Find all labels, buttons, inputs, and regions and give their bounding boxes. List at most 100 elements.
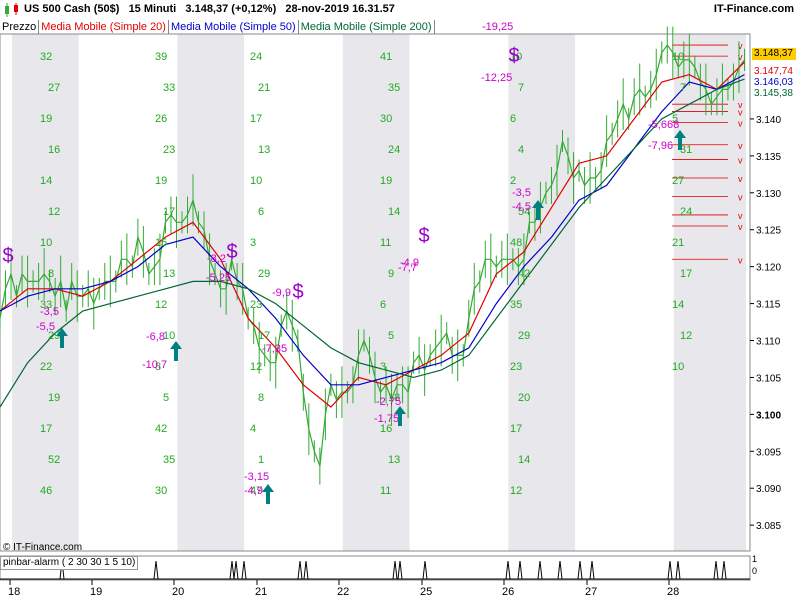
x-tick-label: 21 (255, 586, 267, 598)
green-count-label: 54 (518, 206, 530, 218)
green-count-label: 17 (40, 423, 52, 435)
green-count-label: 17 (258, 330, 270, 342)
pinbar-annotation: -7,35 (262, 343, 287, 355)
legend-ma200[interactable]: Media Mobile (Simple 200) (299, 20, 435, 34)
pinbar-annotation: -4,9 (244, 485, 263, 497)
sell-signal-icon: $ (418, 225, 429, 247)
pinbar-spike (241, 560, 247, 580)
green-count-label: 17 (250, 113, 262, 125)
buy-arrow-icon (532, 200, 544, 220)
green-count-label: 15 (155, 237, 167, 249)
plot-border (0, 33, 751, 552)
legend: Prezzo Media Mobile (Simple 20) Media Mo… (0, 20, 435, 34)
green-count-label: 48 (510, 237, 522, 249)
pinbar-spike (675, 560, 681, 580)
y-tick-label: 3.090 (756, 484, 781, 495)
green-count-label: 4 (250, 423, 256, 435)
green-count-label: 6 (380, 299, 386, 311)
green-count-label: 18 (388, 392, 400, 404)
candlestick-logo-icon (5, 3, 18, 17)
green-count-label: 10 (672, 51, 684, 63)
green-count-label: 35 (510, 299, 522, 311)
series-line-media-mobile-simple-200- (0, 78, 745, 408)
green-count-label: 33 (163, 82, 175, 94)
price-tag-0: 3.148,37 (752, 48, 796, 60)
resistance-marker: v (738, 100, 743, 110)
y-tick-label: 3.130 (756, 189, 781, 200)
green-count-label: 12 (510, 485, 522, 497)
buy-arrow-icon (170, 341, 182, 361)
green-count-label: 7 (680, 82, 686, 94)
legend-price[interactable]: Prezzo (0, 20, 40, 34)
indicator-panel (0, 555, 751, 581)
pinbar-spike (537, 560, 543, 580)
pinbar-spike (233, 560, 239, 580)
green-count-label: 24 (388, 144, 400, 156)
green-count-label: 35 (388, 82, 400, 94)
green-count-label: 10 (40, 237, 52, 249)
legend-ma50[interactable]: Media Mobile (Simple 50) (169, 20, 299, 34)
green-count-label: 12 (250, 361, 262, 373)
green-count-label: 14 (672, 299, 684, 311)
green-count-label: 30 (380, 113, 392, 125)
pinbar-spike (589, 560, 595, 580)
price-tag-1: 3.147,74 (752, 66, 796, 78)
green-count-label: 29 (258, 268, 270, 280)
green-count-label: 23 (250, 299, 262, 311)
green-count-label: 7 (518, 82, 524, 94)
green-count-label: 1 (258, 454, 264, 466)
pinbar-spike (505, 560, 511, 580)
pinbar-annotation: -7,7 (398, 262, 417, 274)
green-count-label: 27 (672, 175, 684, 187)
green-count-label: 5 (388, 330, 394, 342)
resistance-marker: v (738, 141, 743, 151)
session-band-22 (342, 34, 410, 551)
green-count-label: 5 (672, 113, 678, 125)
series-line-media-mobile-simple-50- (0, 74, 745, 386)
green-count-label: 11 (380, 237, 391, 249)
pinbar-annotation: -5,5 (36, 321, 55, 333)
watermark: © IT-Finance.com (3, 542, 83, 553)
green-count-label: 46 (40, 485, 52, 497)
pinbar-spike (153, 560, 159, 580)
green-count-label: 31 (680, 144, 692, 156)
green-count-label: 24 (680, 206, 692, 218)
green-count-label: 14 (518, 454, 530, 466)
pinbar-spike (713, 560, 719, 580)
green-count-label: 3 (250, 237, 256, 249)
pinbar-annotation: -3,15 (244, 471, 269, 483)
pinbar-annotation: -6,8 (146, 331, 165, 343)
legend-ma20[interactable]: Media Mobile (Simple 20) (39, 20, 169, 34)
session-band-28 (673, 34, 746, 551)
green-count-label: 21 (258, 82, 270, 94)
sell-signal-icon: $ (508, 45, 519, 67)
session-band-26 (508, 34, 576, 551)
resistance-marker: v (738, 52, 743, 62)
green-count-label: 29 (48, 330, 60, 342)
green-count-label: 4 (518, 144, 524, 156)
indicator-label[interactable]: pinbar-alarm ( 2 30 30 1 5 10) (0, 556, 139, 570)
resistance-marker: v (738, 174, 743, 184)
datetime: 28-nov-2019 16.31.57 (285, 3, 395, 15)
green-count-label: 17 (680, 268, 692, 280)
green-count-label: 32 (40, 51, 52, 63)
buy-arrow-icon (262, 484, 274, 504)
green-count-label: 8 (155, 361, 161, 373)
pinbar-spike (397, 560, 403, 580)
pinbar-annotation: -8,2 (207, 253, 226, 265)
pinbar-annotation: -7,96 (648, 140, 673, 152)
resistance-marker: v (738, 41, 743, 51)
green-count-label: 39 (155, 51, 167, 63)
pinbar-annotation: -2,75 (376, 396, 401, 408)
green-count-label: 16 (48, 144, 60, 156)
resistance-marker: v (738, 119, 743, 129)
x-tick-label: 26 (502, 586, 514, 598)
green-count-label: 10 (250, 175, 262, 187)
x-tick-label: 27 (585, 586, 597, 598)
pinbar-annotation: -19,25 (482, 21, 513, 33)
y-tick-label: 3.135 (756, 152, 781, 163)
green-count-label: 17 (510, 423, 522, 435)
pinbar-spike (557, 560, 563, 580)
y-tick-label: 3.125 (756, 226, 781, 237)
